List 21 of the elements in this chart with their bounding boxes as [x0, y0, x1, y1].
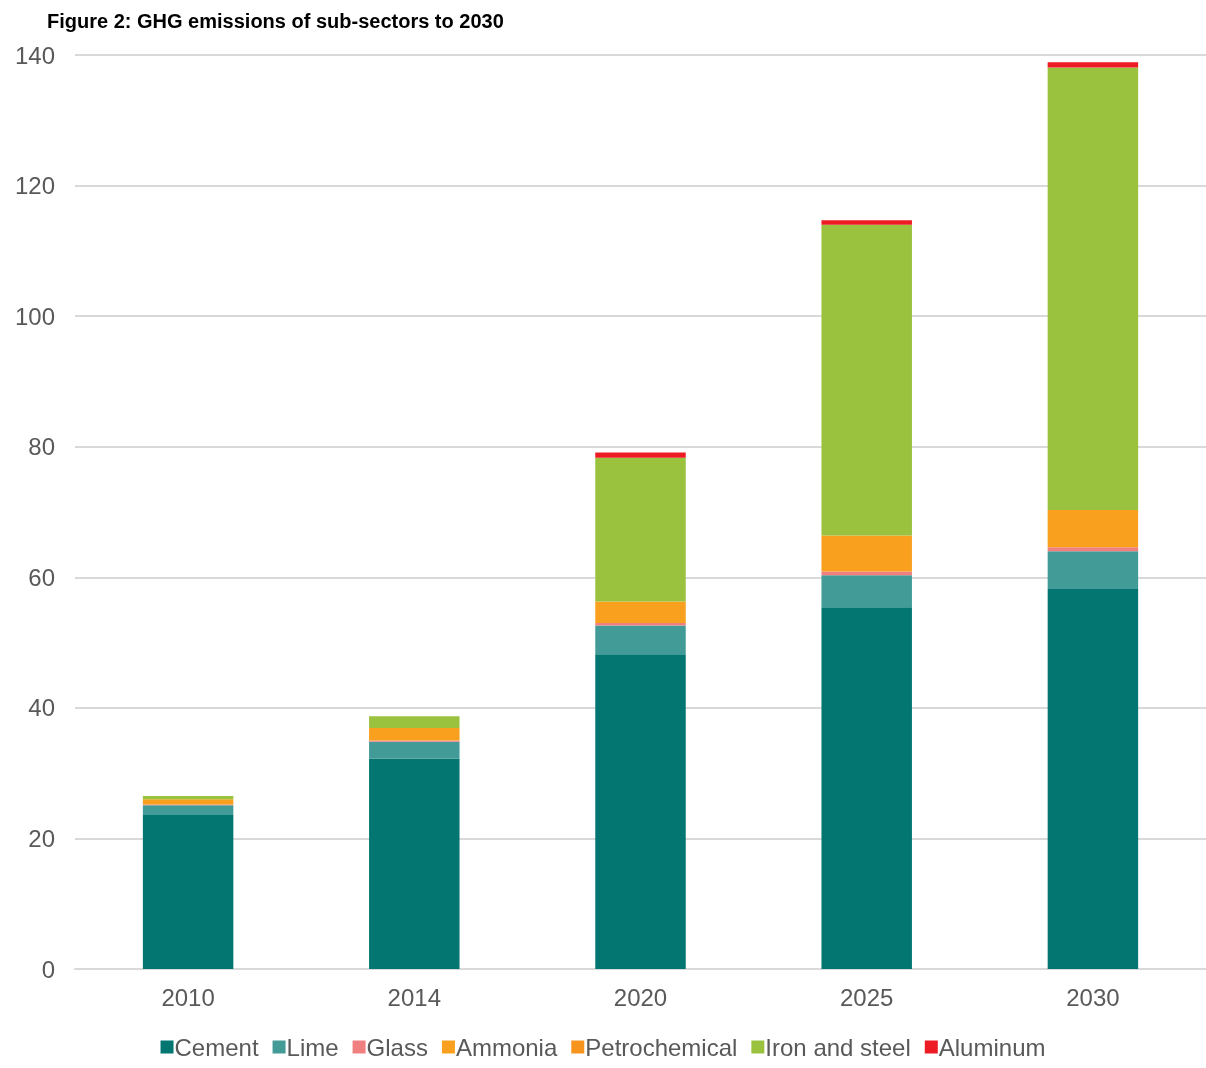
x-tick-label: 2020: [613, 983, 668, 1011]
x-tick-label: 2025: [840, 983, 894, 1011]
y-tick-label: 20: [28, 824, 55, 852]
legend-label: Iron and steel: [765, 1033, 911, 1061]
x-tick-label: 2010: [161, 983, 215, 1011]
chart-title: Figure 2: GHG emissions of sub-sectors to 2030: [47, 10, 504, 32]
y-tick-label: 0: [41, 955, 55, 983]
y-tick-label: 40: [28, 694, 55, 722]
x-tick-label: 2030: [1066, 983, 1120, 1011]
legend-label: Glass: [366, 1033, 428, 1061]
y-tick-label: 120: [14, 172, 55, 200]
y-tick-label: 80: [28, 433, 55, 461]
legend-label: Lime: [286, 1033, 339, 1061]
y-tick-label: 60: [28, 563, 55, 591]
x-tick-label: 2014: [387, 983, 441, 1011]
legend-label: Cement: [174, 1033, 259, 1061]
y-tick-label: 140: [14, 41, 55, 69]
legend-label: Aluminum: [938, 1033, 1046, 1061]
legend-label: Petrochemical: [585, 1033, 738, 1061]
legend-label: Ammonia: [455, 1033, 558, 1061]
y-tick-label: 100: [14, 302, 55, 330]
